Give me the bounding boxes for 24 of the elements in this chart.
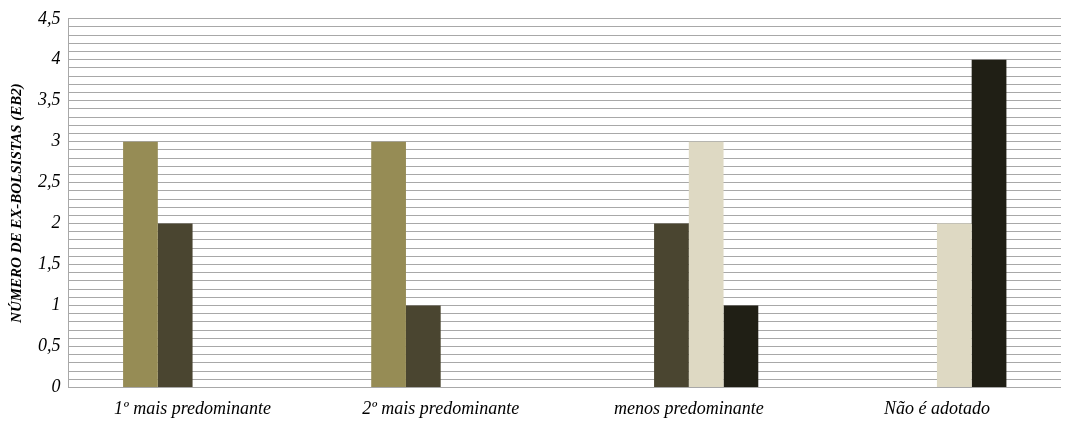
- y-tick-label: 2: [51, 212, 61, 233]
- y-tick-label: 1,5: [38, 253, 61, 274]
- x-tick-label: menos predominante: [613, 397, 764, 418]
- y-axis-title: NÚMERO DE EX-BOLSISTAS (EB2): [7, 83, 25, 324]
- bar: [157, 223, 193, 387]
- y-tick-label: 0,5: [38, 335, 61, 356]
- y-tick-label: 3: [50, 130, 61, 151]
- y-tick-label: 0: [51, 376, 61, 397]
- bar: [971, 59, 1007, 387]
- bar: [371, 141, 406, 387]
- bar: [123, 141, 158, 387]
- bar: [723, 305, 759, 387]
- y-tick-label: 4: [51, 48, 61, 69]
- y-tick-label: 4,5: [38, 7, 61, 28]
- x-tick-label: 1º mais predominante: [114, 397, 272, 418]
- bar: [936, 223, 972, 387]
- bar: [654, 223, 689, 387]
- y-tick-label: 3,5: [37, 89, 61, 110]
- bar: [688, 141, 724, 387]
- x-tick-label: 2º mais predominante: [362, 397, 520, 418]
- x-tick-label: Não é adotado: [882, 397, 990, 418]
- y-tick-label: 2,5: [38, 171, 61, 192]
- y-tick-label: 1: [51, 294, 61, 315]
- bar: [405, 305, 441, 387]
